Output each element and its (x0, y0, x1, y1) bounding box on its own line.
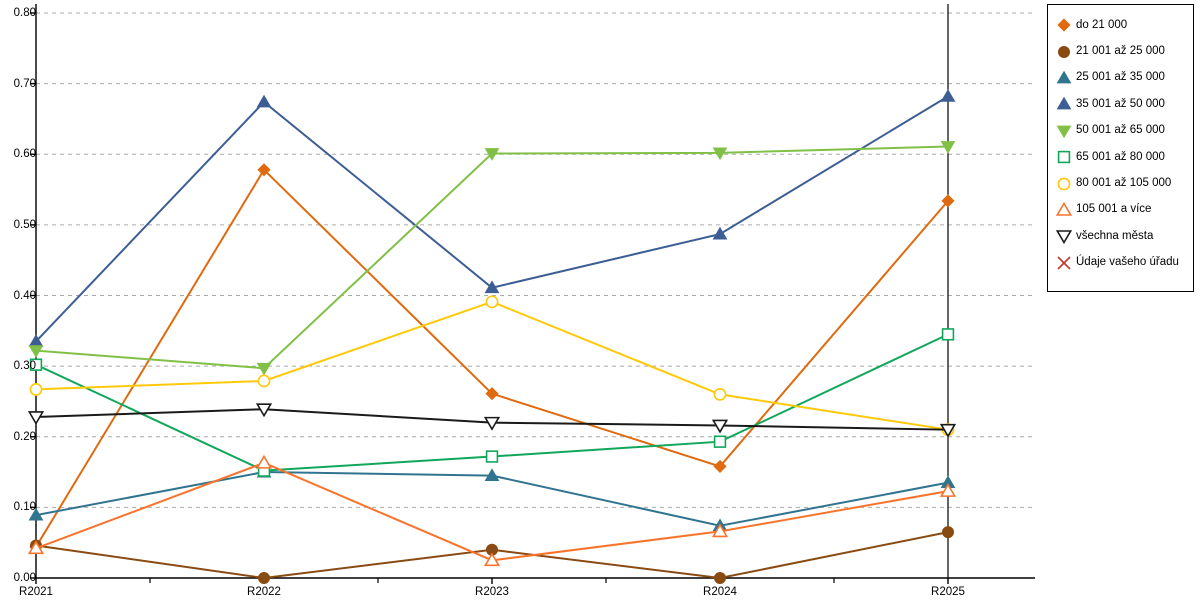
legend-item-label: 35 001 až 50 000 (1076, 97, 1165, 110)
triangle-up-marker-icon (1054, 68, 1074, 88)
x-axis-tick-label: R2021 (19, 586, 53, 598)
legend-item-label: do 21 000 (1076, 18, 1128, 31)
legend-item[interactable]: 35 001 až 50 000 (1054, 91, 1193, 117)
series-data-point (941, 194, 955, 208)
series-data-point (712, 147, 728, 161)
chart-svg (27, 4, 1035, 585)
series-data-point (713, 459, 727, 473)
series-data-point (27, 540, 45, 555)
series-data-point (712, 226, 728, 240)
y-axis-tick-label: 0.10 (13, 501, 36, 514)
series-data-point (257, 572, 270, 585)
series-data-point (711, 523, 729, 538)
series-data-point (713, 435, 727, 448)
series-data-point (485, 387, 499, 401)
series-data-point (484, 148, 500, 161)
series-data-point (28, 345, 44, 358)
legend-item[interactable]: do 21 000 (1054, 12, 1193, 38)
series-data-point (483, 552, 501, 567)
chart-series (29, 328, 955, 477)
legend-item[interactable]: 65 001 až 80 000 (1054, 144, 1193, 170)
legend-item-label: 105 001 a více (1076, 203, 1152, 216)
y-axis-tick-label: 0.30 (13, 360, 36, 373)
chart-series (29, 163, 955, 554)
series-data-point (939, 483, 957, 497)
series-data-point (485, 295, 499, 309)
legend-item[interactable]: Údaje vašeho úřadu (1054, 250, 1193, 276)
series-data-point (940, 89, 956, 102)
x-axis-tick-label: R2025 (931, 586, 965, 598)
triangle-down-marker-icon (1054, 121, 1074, 141)
series-data-point (483, 416, 501, 431)
series-data-point (257, 374, 271, 388)
chart-series (27, 403, 957, 438)
series-data-point (714, 572, 727, 585)
series-data-point (29, 358, 43, 371)
legend-item[interactable]: 25 001 až 35 000 (1054, 65, 1193, 91)
legend-item[interactable]: 80 001 až 105 000 (1054, 170, 1193, 196)
series-data-point (484, 280, 500, 294)
series-data-point (942, 526, 955, 539)
series-data-point (941, 328, 955, 341)
series-data-point (256, 362, 272, 376)
legend-item[interactable]: 105 001 a více (1054, 197, 1193, 223)
series-data-point (485, 450, 499, 463)
y-axis-tick-label: 0.40 (13, 289, 36, 302)
series-line (35, 333, 949, 472)
legend-item[interactable]: 50 001 až 65 000 (1054, 118, 1193, 144)
series-data-point (27, 411, 45, 426)
series-data-point (255, 403, 273, 418)
y-axis-tick-label: 0.20 (13, 430, 36, 443)
x-axis-tick-label: R2023 (475, 586, 509, 598)
legend-item-label: 21 001 až 25 000 (1076, 45, 1165, 58)
series-data-point (940, 141, 956, 154)
x-axis-tick-label: R2024 (703, 586, 737, 598)
series-data-point (256, 94, 272, 108)
series-data-point (255, 454, 273, 469)
series-data-point (711, 419, 729, 434)
legend-item-label: všechna města (1076, 229, 1154, 242)
chart-series (27, 454, 957, 567)
y-axis-tick-label: 0.60 (13, 148, 36, 161)
diamond-marker-icon (1054, 15, 1074, 35)
series-line (35, 168, 949, 548)
series-data-point (257, 163, 271, 177)
circle-marker-icon (1054, 174, 1074, 194)
x-axis-tick-label: R2022 (247, 586, 281, 598)
chart-series (29, 295, 955, 437)
cross-marker-icon (1054, 253, 1074, 273)
y-axis-tick-label: 0.80 (13, 7, 36, 19)
legend-item-label: 65 001 až 80 000 (1076, 150, 1165, 163)
series-data-point (713, 387, 727, 401)
triangle-up-marker-icon (1054, 200, 1074, 220)
legend-item-label: 50 001 až 65 000 (1076, 124, 1165, 137)
legend-item-label: Údaje vašeho úřadu (1076, 256, 1179, 269)
triangle-up-marker-icon (1054, 94, 1074, 114)
series-data-point (29, 383, 43, 396)
square-marker-icon (1054, 147, 1074, 167)
triangle-down-marker-icon (1054, 226, 1074, 246)
y-axis-tick-label: 0.50 (13, 218, 36, 231)
legend-item[interactable]: 21 001 až 25 000 (1054, 38, 1193, 64)
legend-item-label: 80 001 až 105 000 (1076, 177, 1172, 190)
legend-item[interactable]: všechna města (1054, 223, 1193, 249)
circle-marker-icon (1054, 42, 1074, 62)
chart-series (28, 141, 956, 376)
series-data-point (28, 507, 44, 521)
y-axis-tick-label: 0.70 (13, 77, 36, 90)
chart-series (28, 89, 956, 347)
series-data-point (484, 468, 500, 481)
y-axis-tick-label: 0.00 (13, 572, 36, 584)
line-chart-plot: 0.00 0.10 0.20 0.30 0.40 0.50 0.60 0.70 0.80 R202… (13, 4, 1035, 598)
series-data-point (939, 423, 957, 438)
legend-item-label: 25 001 až 35 000 (1076, 71, 1165, 84)
chart-legend: do 21 000 21 001 až 25 000 25 001 až 35 00… (1047, 4, 1194, 292)
